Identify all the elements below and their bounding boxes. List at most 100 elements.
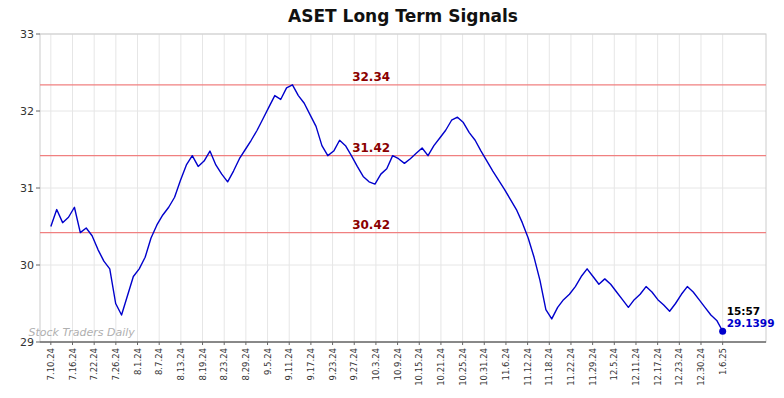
x-axis-line xyxy=(40,341,766,342)
x-tick xyxy=(332,342,333,345)
x-grid-line xyxy=(462,34,463,342)
x-grid-line xyxy=(700,34,701,342)
x-tick-label: 12.30.24 xyxy=(696,348,706,386)
hline-label: 30.42 xyxy=(352,218,390,232)
price-line xyxy=(51,85,723,331)
x-grid-line xyxy=(180,34,181,342)
x-tick-label: 11.12.24 xyxy=(523,348,533,386)
x-grid-line xyxy=(310,34,311,342)
y-axis: 2930313233 xyxy=(20,28,40,349)
x-tick-label: 8.1.24 xyxy=(133,348,143,375)
x-tick xyxy=(310,342,311,345)
annotation-value: 29.1399 xyxy=(727,317,775,329)
grid xyxy=(40,34,766,342)
y-tick xyxy=(36,342,40,343)
y-tick xyxy=(36,111,40,112)
x-tick-label: 8.7.24 xyxy=(154,348,164,375)
x-tick xyxy=(245,342,246,345)
x-tick-label: 10.3.24 xyxy=(371,348,381,380)
x-grid-line xyxy=(289,34,290,342)
x-tick-label: 12.11.24 xyxy=(631,348,641,386)
x-tick xyxy=(94,342,95,345)
x-grid-line xyxy=(484,34,485,342)
y-tick xyxy=(36,188,40,189)
x-tick xyxy=(635,342,636,345)
chart: 29303132337.10.247.16.247.22.247.26.248.… xyxy=(0,0,784,398)
x-tick-label: 9.27.24 xyxy=(349,348,359,380)
plot-data xyxy=(40,85,766,335)
x-tick-label: 10.25.24 xyxy=(458,348,468,386)
x-axis: 7.10.247.16.247.22.247.26.248.1.248.7.24… xyxy=(46,342,728,386)
x-grid-line xyxy=(50,34,51,342)
x-grid-line xyxy=(332,34,333,342)
y-tick-label: 32 xyxy=(20,105,34,118)
y-grid-line xyxy=(40,111,766,112)
y-grid-line xyxy=(40,265,766,266)
x-grid-line xyxy=(614,34,615,342)
x-grid-line xyxy=(137,34,138,342)
plot-frame xyxy=(40,34,766,342)
y-grid-line xyxy=(40,188,766,189)
x-grid-line xyxy=(397,34,398,342)
x-tick-label: 11.22.24 xyxy=(566,348,576,386)
x-tick xyxy=(137,342,138,345)
x-tick-label: 7.16.24 xyxy=(68,348,78,380)
y-tick xyxy=(36,265,40,266)
hline xyxy=(40,232,766,233)
x-grid-line xyxy=(245,34,246,342)
x-grid-line xyxy=(722,34,723,342)
y-tick-label: 31 xyxy=(20,182,34,195)
x-tick xyxy=(180,342,181,345)
x-tick-label: 12.5.24 xyxy=(609,348,619,380)
x-tick xyxy=(419,342,420,345)
x-tick xyxy=(679,342,680,345)
x-tick xyxy=(267,342,268,345)
y-tick-label: 33 xyxy=(20,28,34,41)
x-grid-line xyxy=(505,34,506,342)
x-tick-label: 8.13.24 xyxy=(176,348,186,380)
x-tick-label: 8.29.24 xyxy=(241,348,251,380)
x-tick-label: 11.29.24 xyxy=(588,348,598,386)
x-tick xyxy=(375,342,376,345)
y-tick-label: 30 xyxy=(20,259,34,272)
x-tick xyxy=(50,342,51,345)
x-grid-line xyxy=(224,34,225,342)
x-tick-label: 12.23.24 xyxy=(674,348,684,386)
x-grid-line xyxy=(592,34,593,342)
x-tick-label: 11.6.24 xyxy=(501,348,511,380)
hline-label: 31.42 xyxy=(352,141,390,155)
x-tick-label: 1.6.25 xyxy=(718,348,728,375)
x-tick-label: 7.10.24 xyxy=(46,348,56,380)
x-tick-label: 9.11.24 xyxy=(284,348,294,380)
x-grid-line xyxy=(549,34,550,342)
y-tick xyxy=(36,34,40,35)
x-tick-label: 9.5.24 xyxy=(263,348,273,375)
x-grid-line xyxy=(440,34,441,342)
x-tick xyxy=(484,342,485,345)
x-grid-line xyxy=(570,34,571,342)
x-tick-label: 10.21.24 xyxy=(436,348,446,386)
x-tick-label: 10.31.24 xyxy=(479,348,489,386)
title: ASET Long Term Signals xyxy=(288,6,518,26)
texts: 32.3431.4230.4215:5729.1399Stock Traders… xyxy=(28,70,774,339)
x-tick xyxy=(397,342,398,345)
x-grid-line xyxy=(635,34,636,342)
x-tick-label: 10.15.24 xyxy=(414,348,424,386)
x-tick xyxy=(159,342,160,345)
x-tick xyxy=(202,342,203,345)
x-tick xyxy=(722,342,723,345)
x-tick-label: 9.23.24 xyxy=(328,348,338,380)
x-grid-line xyxy=(202,34,203,342)
x-tick xyxy=(592,342,593,345)
x-tick-label: 7.22.24 xyxy=(89,348,99,380)
x-grid-line xyxy=(115,34,116,342)
x-tick xyxy=(549,342,550,345)
last-point xyxy=(719,328,726,335)
x-tick-label: 8.23.24 xyxy=(219,348,229,380)
x-tick-label: 12.17.24 xyxy=(653,348,663,386)
x-grid-line xyxy=(94,34,95,342)
x-tick xyxy=(224,342,225,345)
x-tick xyxy=(657,342,658,345)
x-tick xyxy=(440,342,441,345)
x-grid-line xyxy=(419,34,420,342)
